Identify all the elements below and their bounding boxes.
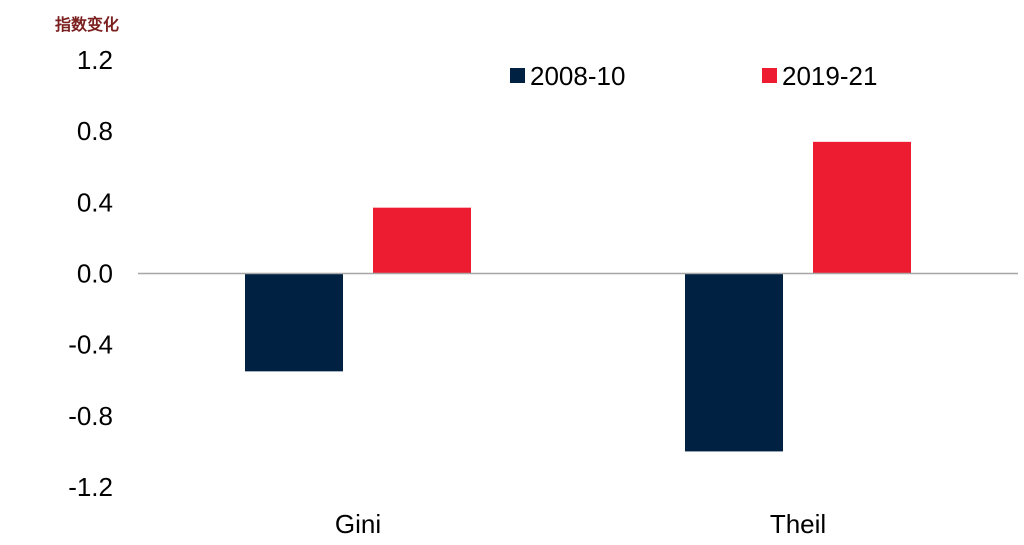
- y-tick-label: 0.4: [77, 187, 113, 217]
- x-category-label: Gini: [335, 509, 381, 539]
- bar-2019-21-Gini: [373, 207, 471, 274]
- y-tick-label: 1.2: [77, 45, 113, 75]
- legend: 2008-10 2019-21: [510, 61, 877, 91]
- y-axis-ticks: 1.2 0.8 0.4 0.0 -0.4 -0.8 -1.2: [68, 45, 113, 502]
- y-tick-label: 0.8: [77, 116, 113, 146]
- bar-2019-21-Theil: [813, 141, 911, 274]
- y-tick-label: -1.2: [68, 472, 113, 502]
- legend-swatch: [510, 68, 525, 83]
- y-tick-label: -0.8: [68, 401, 113, 431]
- y-tick-label: -0.4: [68, 330, 113, 360]
- x-category-label: Theil: [770, 509, 826, 539]
- legend-label: 2008-10: [530, 61, 625, 91]
- bar-2008-10-Theil: [685, 273, 783, 452]
- y-axis-label: 指数变化: [55, 15, 119, 34]
- bar-2008-10-Gini: [245, 273, 343, 372]
- legend-label: 2019-21: [782, 61, 877, 91]
- legend-swatch: [762, 68, 777, 83]
- y-tick-label: 0.0: [77, 259, 113, 289]
- x-axis-categories: Gini Theil: [335, 509, 826, 539]
- bars: [245, 141, 911, 452]
